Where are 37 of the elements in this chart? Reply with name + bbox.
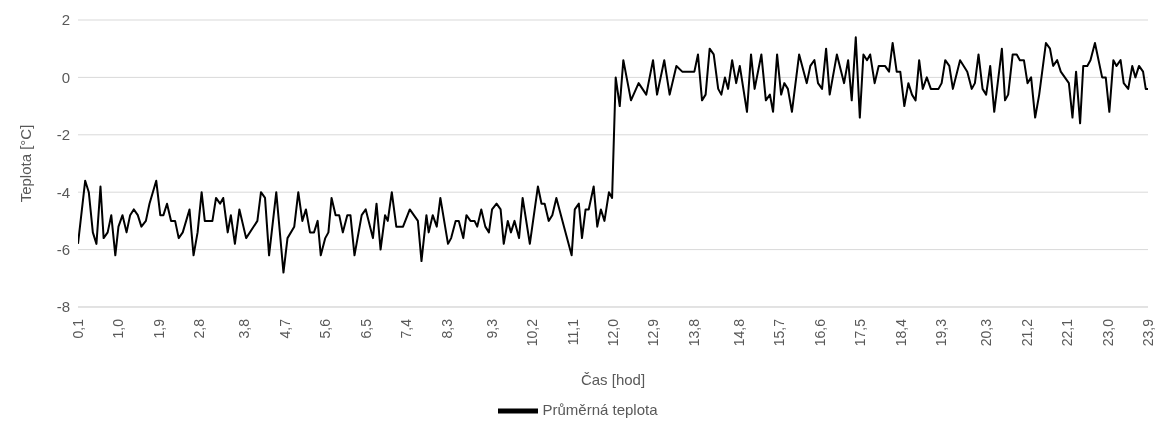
- x-tick-label: 12,9: [645, 318, 662, 347]
- y-tick-label: -8: [56, 298, 70, 316]
- x-tick-label: 13,8: [685, 318, 702, 347]
- x-tick-label: 21,2: [1018, 318, 1035, 347]
- legend-label: Průměrná teplota: [542, 400, 658, 418]
- x-tick-label: 1,9: [150, 318, 167, 339]
- x-tick-label: 1,0: [110, 318, 127, 339]
- x-tick-label: 18,4: [892, 318, 909, 347]
- x-tick-label: 12,0: [605, 318, 621, 347]
- x-tick-label: 10,2: [524, 318, 541, 347]
- x-tick-label: 11,1: [564, 318, 581, 346]
- x-tick-label: 23,9: [1140, 318, 1156, 347]
- x-tick-label: 16,6: [811, 318, 828, 347]
- x-tick-label: 4,7: [276, 318, 293, 339]
- x-tick-label: 19,3: [933, 318, 950, 347]
- x-tick-label: 2,8: [191, 318, 208, 339]
- x-tick-label: 15,7: [771, 318, 788, 347]
- x-tick-label: 9,3: [483, 318, 500, 339]
- x-tick-label: 17,5: [852, 318, 869, 347]
- y-tick-label: 0: [61, 68, 70, 86]
- x-tick-label: 0,1: [70, 318, 86, 339]
- x-tick-label: 8,3: [438, 318, 455, 339]
- y-axis-title: Teplota [°C]: [17, 124, 35, 203]
- x-tick-label: 23,0: [1099, 318, 1116, 347]
- y-tick-label: 2: [61, 11, 70, 29]
- x-tick-label: 20,3: [978, 318, 995, 347]
- x-tick-label: 22,1: [1059, 318, 1076, 347]
- x-tick-label: 3,8: [236, 318, 253, 339]
- x-tick-label: 6,5: [357, 318, 374, 339]
- y-tick-label: -4: [56, 183, 70, 201]
- y-tick-label: -2: [56, 126, 70, 144]
- x-tick-label: 14,8: [730, 318, 747, 347]
- x-tick-label: 7,4: [398, 318, 415, 339]
- y-tick-label: -6: [56, 240, 70, 258]
- x-axis-title: Čas [hod]: [580, 371, 646, 388]
- line-series: [78, 36, 1148, 274]
- x-tick-label: 5,6: [317, 318, 334, 339]
